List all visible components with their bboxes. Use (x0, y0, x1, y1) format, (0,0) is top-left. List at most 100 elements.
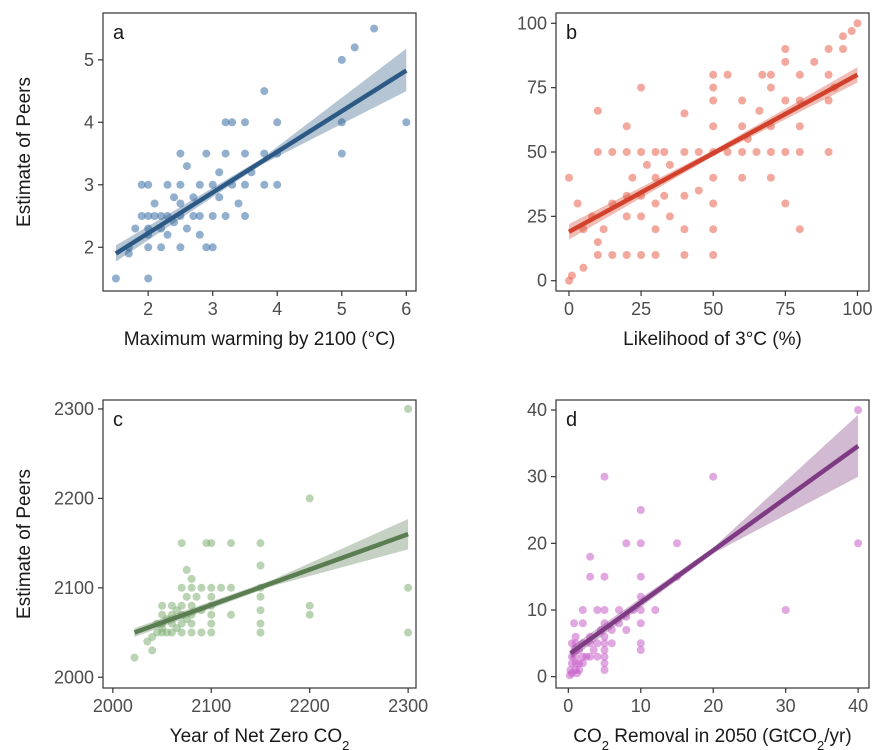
data-point (781, 96, 790, 105)
data-point (600, 606, 609, 614)
data-point (636, 646, 645, 654)
x-axis-title: Likelihood of 3°C (%) (623, 329, 802, 350)
data-point (571, 632, 580, 641)
data-point (651, 148, 660, 156)
y-tick-label: 75 (527, 78, 547, 98)
y-axis-title: Estimate of Peers (14, 469, 35, 619)
data-point (637, 83, 646, 92)
data-point (593, 606, 602, 614)
x-axis-title: CO2 Removal in 2050 (GtCO2/yr) (573, 726, 851, 750)
data-point (192, 592, 201, 601)
x-axis-title: Year of Net Zero CO2 (170, 726, 350, 750)
data-point (150, 212, 159, 220)
data-point (795, 225, 804, 234)
data-point (260, 149, 269, 158)
data-point (651, 173, 660, 182)
data-point (207, 539, 216, 548)
data-point (665, 160, 674, 169)
data-point (600, 572, 609, 581)
data-point (642, 160, 651, 169)
x-tick-label: 75 (775, 299, 795, 319)
data-point (177, 539, 186, 548)
y-tick-label: 5 (84, 50, 94, 70)
data-point (636, 539, 645, 548)
data-point (578, 619, 587, 628)
data-point (781, 148, 790, 156)
y-tick-label: 25 (527, 206, 547, 226)
data-point (350, 43, 359, 52)
data-point (144, 243, 153, 252)
regression-line (567, 72, 859, 234)
x-tick-label: 100 (842, 299, 872, 319)
y-tick-label: 4 (84, 112, 94, 132)
data-point (600, 646, 609, 654)
data-point (622, 251, 631, 259)
data-point (680, 225, 689, 234)
data-point (847, 27, 856, 35)
data-point (260, 87, 269, 96)
data-point (124, 249, 133, 258)
panel-letter: d (566, 409, 577, 431)
data-point (709, 251, 718, 259)
x-tick-label: 4 (272, 299, 282, 319)
data-point (170, 193, 178, 202)
data-point (622, 148, 631, 156)
data-point (615, 606, 623, 614)
data-point (810, 57, 819, 66)
x-axis-title: Maximum warming by 2100 (°C) (124, 329, 396, 350)
data-point (608, 251, 617, 259)
data-point (651, 199, 660, 208)
data-point (600, 632, 609, 641)
data-point (636, 606, 645, 614)
data-point (273, 180, 282, 189)
data-point (197, 583, 206, 592)
data-point (680, 148, 689, 156)
regression-line (133, 532, 409, 635)
x-tick-label: 2 (143, 299, 153, 319)
data-point (571, 652, 580, 661)
data-point (177, 583, 186, 592)
plot-frame (555, 399, 870, 689)
x-tick-label: 6 (401, 299, 411, 319)
data-point (781, 199, 790, 208)
y-tick-label: 2000 (54, 667, 94, 687)
data-point (636, 572, 645, 581)
data-point (854, 539, 863, 548)
data-point (221, 212, 230, 220)
data-point (628, 173, 637, 182)
data-point (163, 230, 172, 239)
data-point (637, 251, 646, 259)
y-axis-title: Estimate of Peers (14, 77, 35, 227)
confidence-band (570, 414, 859, 660)
data-point (622, 212, 631, 221)
data-point (651, 225, 660, 234)
data-point (157, 212, 166, 220)
x-tick-label: 30 (776, 696, 796, 716)
data-point (195, 180, 204, 189)
x-tick-label: 2300 (388, 696, 428, 716)
data-point (680, 251, 689, 259)
data-point (256, 592, 265, 601)
y-tick-label: 20 (527, 533, 547, 553)
data-point (187, 601, 196, 610)
data-point (305, 601, 314, 610)
data-point (241, 212, 249, 220)
data-point (131, 224, 140, 233)
data-point (570, 619, 579, 628)
data-point (137, 212, 146, 220)
data-point (404, 628, 413, 637)
x-tick-label: 5 (337, 299, 347, 319)
data-point (207, 583, 216, 592)
data-point (187, 628, 196, 637)
data-point (187, 574, 196, 583)
data-point (189, 193, 198, 202)
data-point (709, 225, 718, 234)
y-tick-label: 3 (84, 175, 94, 195)
data-point (709, 199, 718, 208)
y-tick-label: 40 (527, 400, 547, 420)
data-point (207, 628, 216, 637)
data-point (795, 70, 804, 79)
data-point (738, 96, 747, 105)
data-point (608, 148, 617, 156)
y-tick-label: 2200 (54, 488, 94, 508)
